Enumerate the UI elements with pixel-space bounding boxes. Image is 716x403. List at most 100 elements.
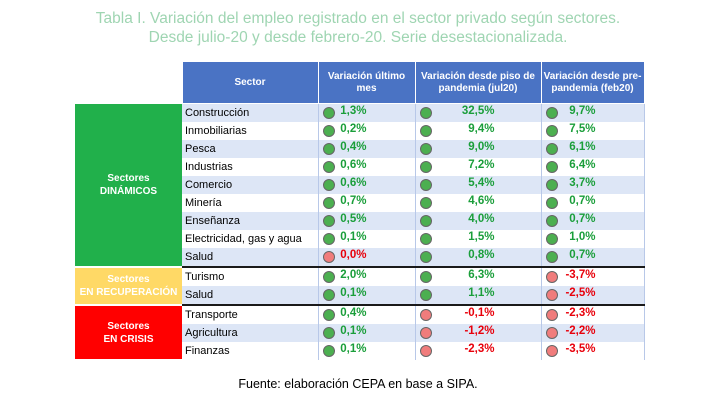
green-status-dot-icon <box>419 125 432 137</box>
value-number: 0,1% <box>340 231 367 243</box>
value-cell: 6,1% <box>541 140 645 158</box>
value-cell: 0,7% <box>541 248 645 267</box>
value-number: 4,0% <box>468 213 495 225</box>
table-row: Sectores EN CRISIS Transporte 0,4% -0,1% -2,3… <box>75 304 645 361</box>
sector-name: Turismo <box>182 266 319 286</box>
value-number: -1,2% <box>464 325 495 337</box>
value-cell: 0,7% <box>541 212 645 230</box>
value-number: 32,5% <box>461 105 495 117</box>
table-row: Enseñanza 0,5% 4,0% 0,7% <box>75 212 645 230</box>
table-title: Tabla I. Variación del empleo registrado… <box>0 9 716 47</box>
value-cell: -2,3% <box>415 342 542 360</box>
table-row: Inmobiliarias 0,2% 9,4% 7,5% <box>75 122 645 140</box>
value-number: 6,4% <box>569 159 596 171</box>
sector-name: Construcción <box>182 103 319 122</box>
value-number: 1,0% <box>569 231 596 243</box>
sector-name: Pesca <box>182 140 319 158</box>
value-number: 6,3% <box>468 269 495 281</box>
value-cell: 7,5% <box>541 122 645 140</box>
red-status-dot-icon <box>545 271 558 283</box>
red-status-dot-icon <box>322 251 335 263</box>
value-cell: 0,6% <box>318 158 416 176</box>
green-status-dot-icon <box>322 197 335 209</box>
value-cell: 6,3% <box>415 266 542 286</box>
value-cell: 0,6% <box>318 176 416 194</box>
value-cell: 9,4% <box>415 122 542 140</box>
value-cell: -2,3% <box>541 304 645 324</box>
red-status-dot-icon <box>419 327 432 339</box>
header-last-month: Variación último mes <box>317 61 416 104</box>
value-cell: 1,5% <box>415 230 542 248</box>
value-cell: 0,7% <box>318 194 416 212</box>
value-number: 0,7% <box>340 195 367 207</box>
green-status-dot-icon <box>545 251 558 263</box>
sector-name: Enseñanza <box>182 212 319 230</box>
value-number: 7,5% <box>569 123 596 135</box>
value-cell: 0,1% <box>318 324 416 342</box>
value-number: 0,5% <box>340 213 367 225</box>
value-number: 9,7% <box>569 105 596 117</box>
green-status-dot-icon <box>322 107 335 119</box>
green-status-dot-icon <box>545 161 558 173</box>
green-status-dot-icon <box>545 215 558 227</box>
value-number: 1,1% <box>468 287 495 299</box>
green-status-dot-icon <box>419 161 432 173</box>
value-cell: 4,0% <box>415 212 542 230</box>
value-cell: 2,0% <box>318 266 416 286</box>
value-cell: 6,4% <box>541 158 645 176</box>
value-number: 0,1% <box>340 325 367 337</box>
value-number: -0,1% <box>464 307 495 319</box>
group-label-line-1: Sectores <box>107 274 150 285</box>
green-status-dot-icon <box>322 143 335 155</box>
value-cell: -1,2% <box>415 324 542 342</box>
table-body: Sectores DINÁMICOS Construcción 1,3% 32,5% 9,… <box>75 103 645 361</box>
value-number: -2,3% <box>464 343 495 355</box>
value-cell: 1,1% <box>415 286 542 305</box>
header-since-pandemic-floor: Variación desde piso de pandemia (jul20) <box>414 61 542 104</box>
value-cell: 1,3% <box>318 103 416 122</box>
table-row: Finanzas 0,1% -2,3% -3,5% <box>75 342 645 360</box>
table-row: Minería 0,7% 4,6% 0,7% <box>75 194 645 212</box>
group-label-line-2: EN RECUPERACIÓN <box>79 287 178 298</box>
value-number: 1,3% <box>340 105 367 117</box>
value-cell: 0,2% <box>318 122 416 140</box>
red-status-dot-icon <box>419 345 432 357</box>
value-number: 5,4% <box>468 177 495 189</box>
green-status-dot-icon <box>419 215 432 227</box>
employment-table-wrapper: Sector Variación último mes Variación de… <box>75 61 645 361</box>
value-number: -2,2% <box>565 325 596 337</box>
value-number: 6,1% <box>569 141 596 153</box>
green-status-dot-icon <box>322 233 335 245</box>
group-label-line-1: Sectores <box>107 320 150 332</box>
sector-name: Inmobiliarias <box>182 122 319 140</box>
title-line-1: Tabla I. Variación del empleo registrado… <box>95 10 621 27</box>
sector-name: Agricultura <box>182 324 319 342</box>
value-cell: 7,2% <box>415 158 542 176</box>
value-number: 7,2% <box>468 159 495 171</box>
value-number: 0,4% <box>340 141 367 153</box>
value-number: -2,5% <box>565 287 596 299</box>
green-status-dot-icon <box>419 233 432 245</box>
header-since-pre-pandemic: Variación desde pre-pandemia (feb20) <box>540 61 645 104</box>
table-row: Comercio 0,6% 5,4% 3,7% <box>75 176 645 194</box>
title-line-2: Desde julio-20 y desde febrero-20. Serie… <box>148 29 568 46</box>
green-status-dot-icon <box>545 125 558 137</box>
green-status-dot-icon <box>419 107 432 119</box>
green-status-dot-icon <box>322 125 335 137</box>
sector-name: Electricidad, gas y agua <box>182 230 319 248</box>
green-status-dot-icon <box>545 179 558 191</box>
value-number: -3,5% <box>565 343 596 355</box>
green-status-dot-icon <box>322 327 335 339</box>
value-number: 0,1% <box>340 287 367 299</box>
green-status-dot-icon <box>322 161 335 173</box>
green-status-dot-icon <box>419 251 432 263</box>
value-number: 0,4% <box>340 307 367 319</box>
value-number: 1,5% <box>468 231 495 243</box>
value-cell: 3,7% <box>541 176 645 194</box>
green-status-dot-icon <box>419 289 432 301</box>
value-number: 0,7% <box>569 213 596 225</box>
table-row: Industrias 0,6% 7,2% 6,4% <box>75 158 645 176</box>
group-label-line-2: EN CRISIS <box>103 333 154 345</box>
green-status-dot-icon <box>322 179 335 191</box>
value-cell: 9,0% <box>415 140 542 158</box>
